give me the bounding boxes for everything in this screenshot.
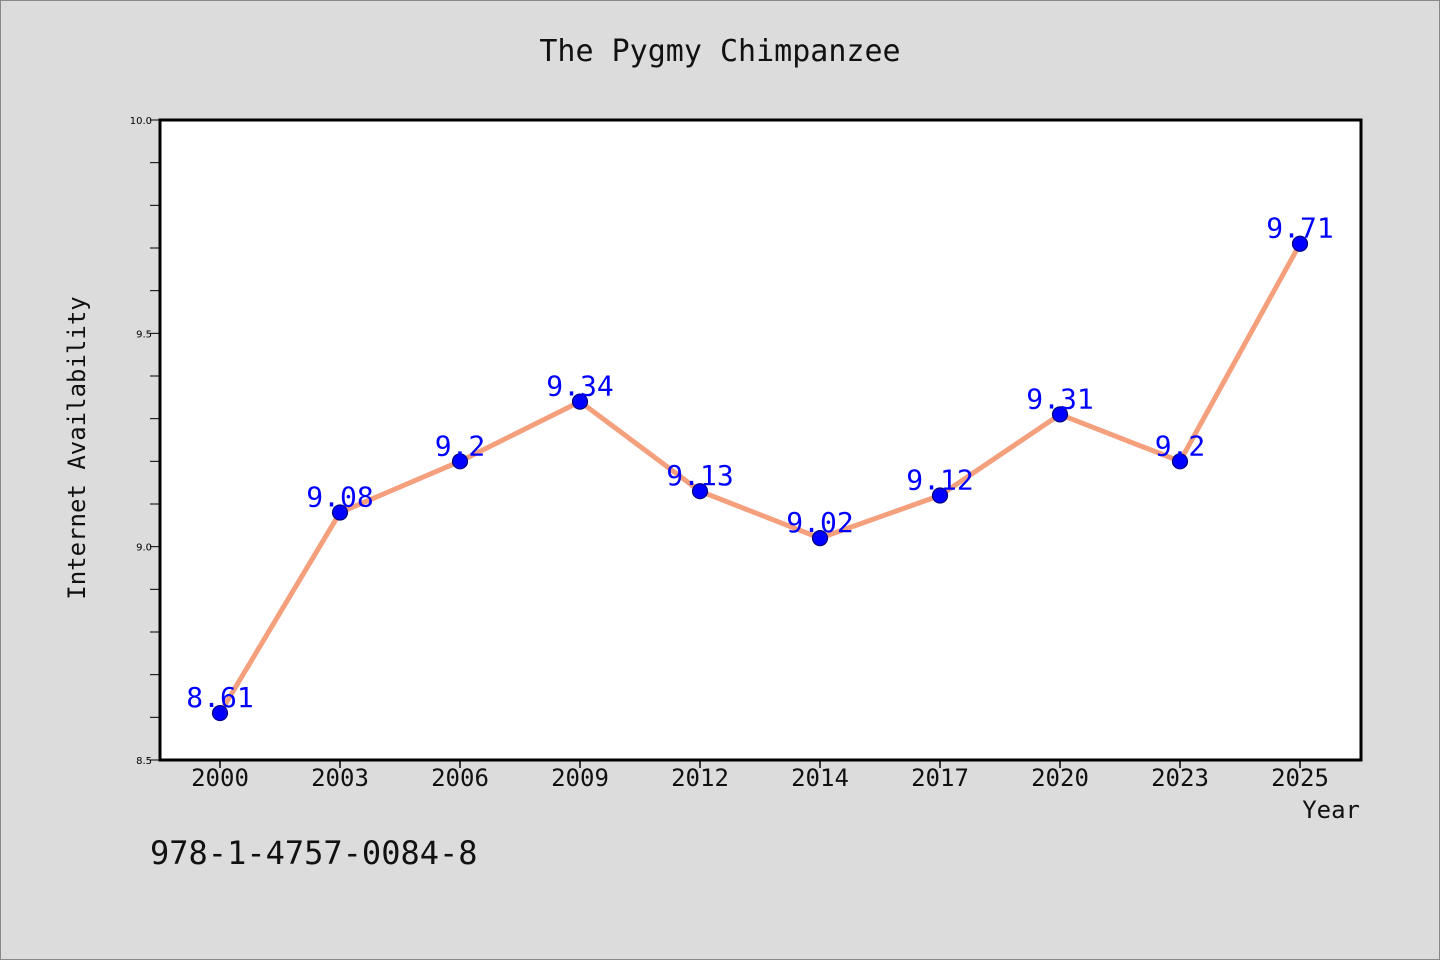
data-label: 9.71 (1266, 212, 1333, 245)
plot-area (158, 118, 1363, 762)
y-tick-label: 9.0 (136, 543, 152, 554)
x-tick-label: 2017 (911, 764, 969, 792)
y-tick-label: 9.5 (136, 329, 152, 340)
data-point (691, 483, 709, 500)
x-tick-label: 2012 (671, 764, 729, 792)
data-label: 9.13 (666, 459, 733, 492)
data-point (1051, 406, 1069, 423)
isbn-text: 978-1-4757-0084-8 (150, 834, 478, 872)
x-tick-label: 2000 (191, 764, 249, 792)
x-tick-label: 2020 (1031, 764, 1089, 792)
y-tick-label: 10.0 (130, 116, 152, 127)
data-label: 8.61 (186, 681, 253, 714)
series-line (217, 241, 1303, 716)
data-point (451, 453, 469, 470)
x-tick-label: 2023 (1151, 764, 1209, 792)
x-axis-label: Year (1302, 796, 1360, 824)
chart-title: The Pygmy Chimpanzee (539, 34, 901, 69)
data-label: 9.08 (306, 481, 373, 514)
data-label: 9.02 (786, 506, 853, 539)
data-point (1291, 235, 1309, 252)
data-label: 9.2 (435, 429, 486, 462)
data-label: 9.12 (906, 463, 973, 496)
data-point (931, 487, 949, 504)
y-tick-label: 8.5 (136, 756, 152, 767)
x-tick-label: 2025 (1271, 764, 1329, 792)
data-label: 9.34 (546, 370, 613, 403)
x-tick-label: 2003 (311, 764, 369, 792)
data-label: 9.2 (1155, 429, 1206, 462)
data-point (811, 530, 829, 547)
data-point (571, 393, 589, 410)
data-point (211, 704, 229, 722)
x-tick-label: 2014 (791, 764, 849, 792)
x-tick-label: 2009 (551, 764, 609, 792)
x-tick-label: 2006 (431, 764, 489, 792)
data-point (1171, 453, 1189, 470)
data-point (331, 504, 349, 521)
data-label: 9.31 (1026, 382, 1093, 415)
